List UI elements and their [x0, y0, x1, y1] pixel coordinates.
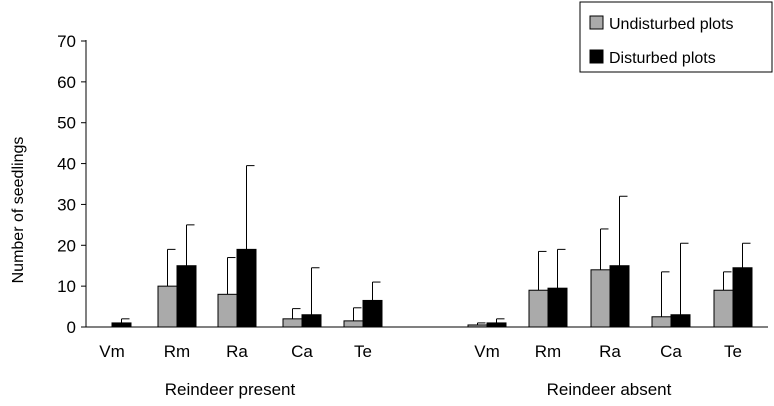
bar-disturbed [111, 322, 132, 328]
bar-undisturbed [713, 289, 734, 328]
bar-disturbed [236, 248, 257, 328]
bar-disturbed [732, 267, 753, 328]
x-tick-label: Rm [535, 342, 561, 361]
legend: Undisturbed plots Disturbed plots [579, 1, 773, 73]
bar-undisturbed [157, 285, 178, 328]
bar-undisturbed [528, 289, 549, 328]
bar-disturbed [362, 299, 383, 328]
x-tick-label: Ca [660, 342, 682, 361]
y-tick-label: 50 [57, 114, 76, 133]
bar-undisturbed [590, 269, 611, 328]
bar-undisturbed [282, 318, 303, 328]
y-tick-label: 20 [57, 236, 76, 255]
x-tick-label: Vm [99, 342, 125, 361]
x-tick-label: Ra [599, 342, 621, 361]
y-tick-label: 60 [57, 73, 76, 92]
legend-swatch-undisturbed [589, 15, 604, 30]
bar-disturbed [301, 314, 322, 328]
y-tick-label: 0 [67, 318, 76, 337]
legend-label-disturbed: Disturbed plots [609, 50, 716, 67]
bar-undisturbed [217, 293, 238, 328]
legend-box [579, 1, 773, 73]
group-label: Reindeer absent [547, 380, 672, 399]
bar-disturbed [547, 287, 568, 328]
bar-undisturbed [651, 316, 672, 328]
bar-undisturbed [343, 320, 364, 328]
x-tick-label: Rm [164, 342, 190, 361]
y-tick-label: 70 [57, 32, 76, 51]
bar-disturbed [670, 314, 691, 328]
y-tick-label: 10 [57, 277, 76, 296]
x-tick-label: Te [354, 342, 372, 361]
bar-undisturbed [467, 324, 488, 328]
bar-disturbed [609, 265, 630, 328]
bar-disturbed [486, 322, 507, 328]
legend-label-undisturbed: Undisturbed plots [609, 16, 734, 33]
bars [111, 248, 753, 328]
x-tick-label: Vm [474, 342, 500, 361]
y-tick-label: 40 [57, 155, 76, 174]
error-bars [121, 165, 751, 325]
bar-disturbed [176, 265, 197, 328]
x-tick-label: Te [724, 342, 742, 361]
x-tick-label: Ca [291, 342, 313, 361]
x-tick-label: Ra [226, 342, 248, 361]
legend-swatch-disturbed [589, 49, 604, 64]
axis-labels: 0 10 20 30 40 50 60 70 Vm Rm Ra Ca Te Vm Rm Ra Ca Te Reind… [57, 32, 742, 399]
group-label: Reindeer present [165, 380, 296, 399]
y-axis-label: Number of seedlings [10, 137, 27, 284]
y-tick-label: 30 [57, 195, 76, 214]
